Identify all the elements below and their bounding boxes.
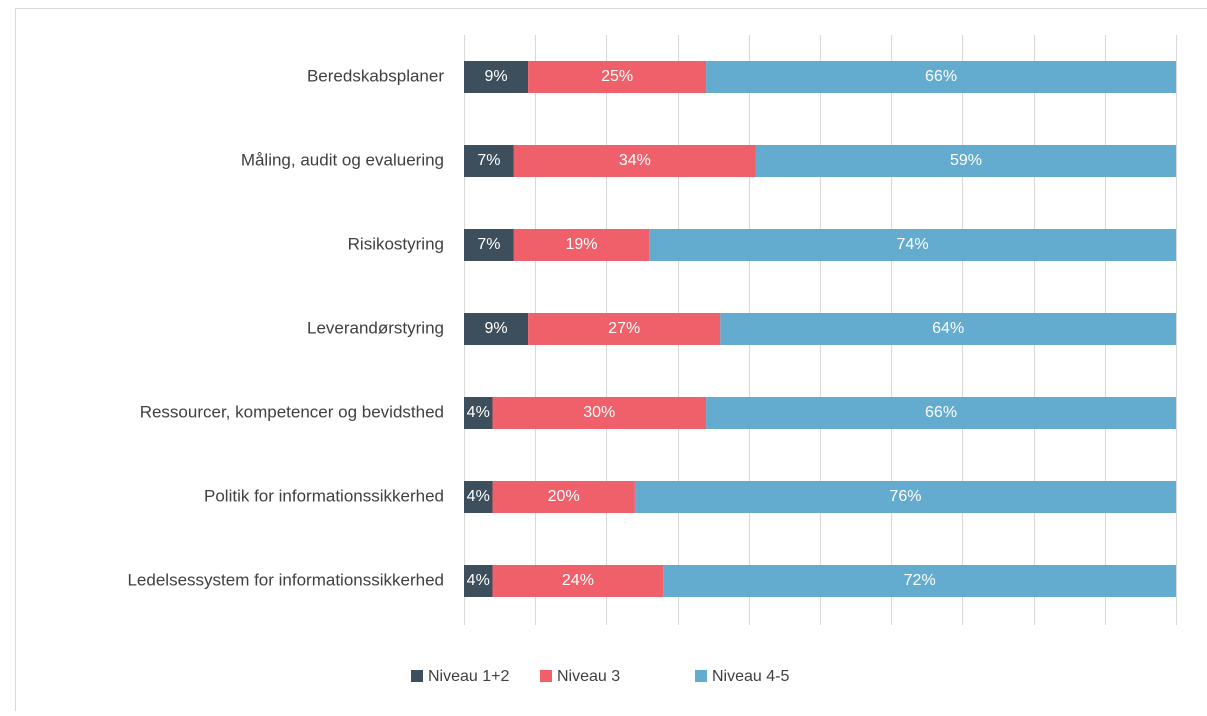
data-label: 74% — [897, 236, 929, 253]
legend-swatch — [695, 670, 707, 682]
data-label: 4% — [467, 488, 490, 505]
data-label: 24% — [562, 572, 594, 589]
category-label: Ressourcer, kompetencer og bevidsthed — [140, 402, 444, 421]
category-label: Måling, audit og evaluering — [241, 150, 444, 169]
category-label: Ledelsessystem for informationssikkerhed — [127, 570, 444, 589]
data-label: 59% — [950, 152, 982, 169]
legend-swatch — [540, 670, 552, 682]
legend-swatch — [411, 670, 423, 682]
data-label: 7% — [477, 236, 500, 253]
data-label: 7% — [477, 152, 500, 169]
data-label: 9% — [484, 320, 507, 337]
category-label: Risikostyring — [348, 234, 444, 253]
data-label: 9% — [484, 68, 507, 85]
data-label: 4% — [467, 404, 490, 421]
legend-label: Niveau 4-5 — [712, 668, 789, 685]
legend-label: Niveau 1+2 — [428, 668, 509, 685]
legend-label: Niveau 3 — [557, 668, 620, 685]
data-label: 76% — [889, 488, 921, 505]
data-label: 66% — [925, 404, 957, 421]
data-label: 4% — [467, 572, 490, 589]
data-label: 66% — [925, 68, 957, 85]
data-label: 30% — [583, 404, 615, 421]
data-label: 34% — [619, 152, 651, 169]
data-label: 20% — [548, 488, 580, 505]
data-label: 64% — [932, 320, 964, 337]
data-label: 25% — [601, 68, 633, 85]
category-label: Politik for informationssikkerhed — [204, 486, 444, 505]
data-label: 27% — [608, 320, 640, 337]
data-label: 19% — [565, 236, 597, 253]
chart-border — [16, 9, 1207, 712]
category-label: Beredskabsplaner — [307, 66, 444, 85]
category-label: Leverandørstyring — [307, 318, 444, 337]
data-label: 72% — [904, 572, 936, 589]
